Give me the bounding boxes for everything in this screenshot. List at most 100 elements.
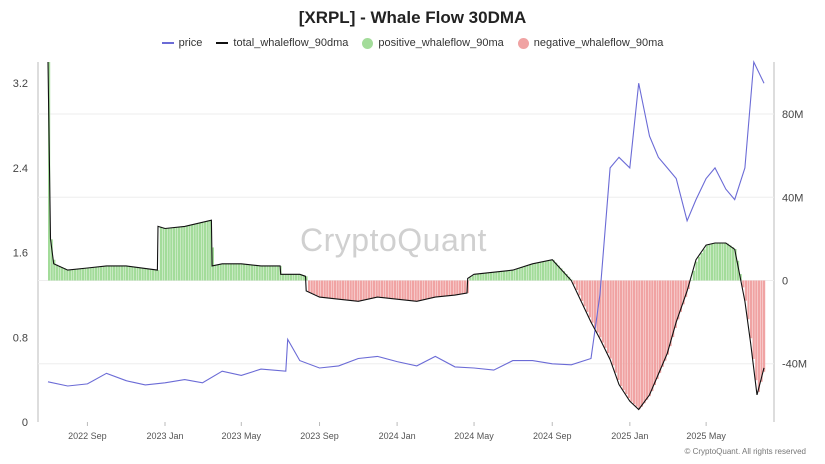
positive-whaleflow-bar [510,270,513,281]
negative-whaleflow-bar [360,280,363,301]
negative-whaleflow-bar [357,280,360,302]
positive-whaleflow-bar [737,260,740,281]
negative-whaleflow-bar [752,280,755,359]
positive-whaleflow-bar [557,265,560,281]
negative-whaleflow-bar [614,280,617,373]
negative-whaleflow-bar [672,280,675,338]
positive-whaleflow-bar [708,244,711,281]
negative-whaleflow-bar [334,280,337,299]
x-tick-label: 2025 May [686,431,726,441]
legend-item-price[interactable]: price [161,37,202,49]
positive-whaleflow-bar [492,272,495,281]
positive-whaleflow-bar [97,266,100,281]
positive-whaleflow-bar [219,264,222,281]
legend-item-positive-whaleflow[interactable]: positive_whaleflow_90ma [362,37,504,49]
positive-whaleflow-bar [89,267,92,281]
positive-whaleflow-bar [526,265,529,281]
negative-whaleflow-bar [388,280,391,299]
price-line [47,59,765,387]
negative-whaleflow-bar [375,280,378,298]
positive-whaleflow-bar [131,266,134,281]
positive-whaleflow-bar [209,220,212,281]
positive-whaleflow-bar [295,274,298,281]
positive-whaleflow-bar [729,245,732,281]
negative-whaleflow-bar [591,280,594,323]
negative-whaleflow-bar [679,280,682,312]
negative-whaleflow-bar [352,280,355,301]
positive-whaleflow-bar [61,267,64,281]
negative-whaleflow-bar [742,280,745,288]
positive-whaleflow-bar [703,249,706,281]
negative-whaleflow-bar [581,280,584,301]
negative-whaleflow-bar [354,280,357,301]
legend-label-positive-whaleflow: positive_whaleflow_90ma [378,37,504,49]
negative-whaleflow-bar [659,280,662,373]
positive-whaleflow-bar [555,262,558,281]
legend-swatch-positive-whaleflow [362,37,374,49]
legend-item-negative-whaleflow[interactable]: negative_whaleflow_90ma [517,37,663,49]
negative-whaleflow-bar [391,280,394,299]
x-tick-label: 2023 May [222,431,262,441]
legend-item-total-whaleflow[interactable]: total_whaleflow_90dma [216,37,348,49]
positive-whaleflow-bar [139,267,142,281]
positive-whaleflow-bar [71,269,74,281]
negative-whaleflow-bar [380,280,383,298]
x-tick-label: 2024 Sep [533,431,572,441]
positive-whaleflow-bar [141,267,144,281]
positive-whaleflow-bar [289,274,292,281]
negative-whaleflow-bar [331,280,334,299]
positive-whaleflow-bar [232,263,235,281]
positive-whaleflow-bar [136,267,139,281]
positive-whaleflow-bar [531,264,534,281]
positive-whaleflow-bar [92,267,95,281]
x-tick-label: 2025 Jan [611,431,648,441]
positive-whaleflow-bar [185,226,188,281]
negative-whaleflow-bar [674,280,677,328]
positive-whaleflow-bar [484,273,487,281]
positive-whaleflow-bar [183,226,186,281]
negative-whaleflow-bar [373,280,376,299]
positive-whaleflow-bar [243,264,246,281]
negative-whaleflow-bar [370,280,373,299]
negative-whaleflow-bar [401,280,404,300]
positive-whaleflow-bar [196,223,199,281]
negative-whaleflow-bar [588,280,591,318]
negative-whaleflow-bar [578,280,581,296]
positive-whaleflow-bar [165,228,168,281]
positive-whaleflow-bar [495,272,498,281]
positive-whaleflow-bar [539,262,542,281]
positive-whaleflow-bar [66,269,69,281]
positive-whaleflow-bar [274,265,277,281]
negative-whaleflow-bar [594,280,597,328]
negative-whaleflow-bar [427,280,430,299]
positive-whaleflow-bar [211,247,214,281]
positive-whaleflow-bar [471,275,474,281]
positive-whaleflow-bar [245,264,248,281]
positive-whaleflow-bar [570,279,573,281]
positive-whaleflow-bar [282,274,285,281]
positive-whaleflow-bar [521,267,524,281]
positive-whaleflow-bar [167,228,170,281]
negative-whaleflow-bar [648,280,651,397]
negative-whaleflow-bar [412,280,415,301]
negative-whaleflow-bar [425,280,428,300]
positive-whaleflow-bar [261,265,264,281]
negative-whaleflow-bar [315,280,318,296]
negative-whaleflow-bar [347,280,350,301]
positive-whaleflow-bar [544,261,547,281]
negative-whaleflow-bar [414,280,417,302]
negative-whaleflow-bar [583,280,586,307]
negative-whaleflow-bar [760,280,763,382]
negative-whaleflow-bar [763,280,766,372]
positive-whaleflow-bar [107,265,110,281]
y-left-tick-label: 3.2 [13,78,28,90]
y-left-tick-label: 1.6 [13,248,28,260]
positive-whaleflow-bar [191,224,194,281]
positive-whaleflow-bar [105,266,108,281]
negative-whaleflow-bar [458,280,461,295]
negative-whaleflow-bar [744,280,747,301]
positive-whaleflow-bar [113,265,116,281]
negative-whaleflow-bar [456,280,459,295]
positive-whaleflow-bar [154,269,157,281]
positive-whaleflow-bar [297,274,300,281]
